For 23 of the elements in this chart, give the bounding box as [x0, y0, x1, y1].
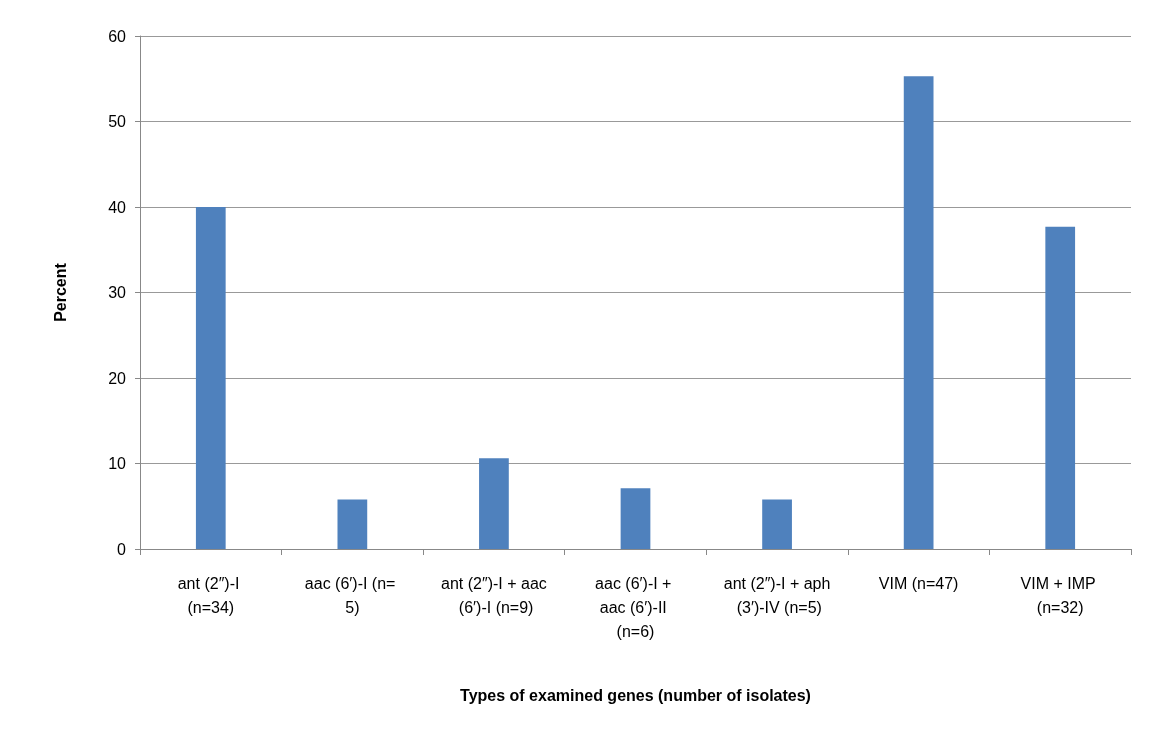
x-tick-label: VIM + IMP (n=32): [1020, 574, 1100, 616]
x-tick-label: aac (6′)-I (n= 5): [304, 574, 400, 616]
y-tick-label: 0: [117, 540, 127, 558]
bar: [479, 458, 509, 549]
bar: [337, 499, 368, 549]
x-tick-label: ant (2″)-I (n=34): [177, 574, 244, 616]
y-tick-label: 10: [108, 455, 127, 472]
bar: [762, 499, 792, 549]
y-tick-label: 60: [108, 27, 127, 45]
bar: [1045, 226, 1076, 549]
x-tick-label: ant (2″)-I + aph (3′)-IV (n=5): [723, 574, 831, 616]
y-tick-label: 20: [108, 369, 127, 387]
y-tick-label: 40: [108, 198, 127, 216]
y-tick-label: 30: [108, 284, 127, 301]
x-tick-label: ant (2″)-I + aac (6′)-I (n=9): [441, 574, 547, 616]
y-tick-label: 50: [108, 113, 127, 130]
bar: [620, 488, 651, 549]
x-tick-label: VIM (n=47): [878, 574, 959, 592]
x-tick-label: aac (6′)-I + aac (6′)-II (n=6): [595, 574, 676, 640]
bar: [903, 76, 934, 549]
bar: [195, 207, 226, 549]
x-axis-title: Types of examined genes (number of isolates): [460, 686, 811, 704]
y-axis-title: Percent: [51, 262, 69, 322]
